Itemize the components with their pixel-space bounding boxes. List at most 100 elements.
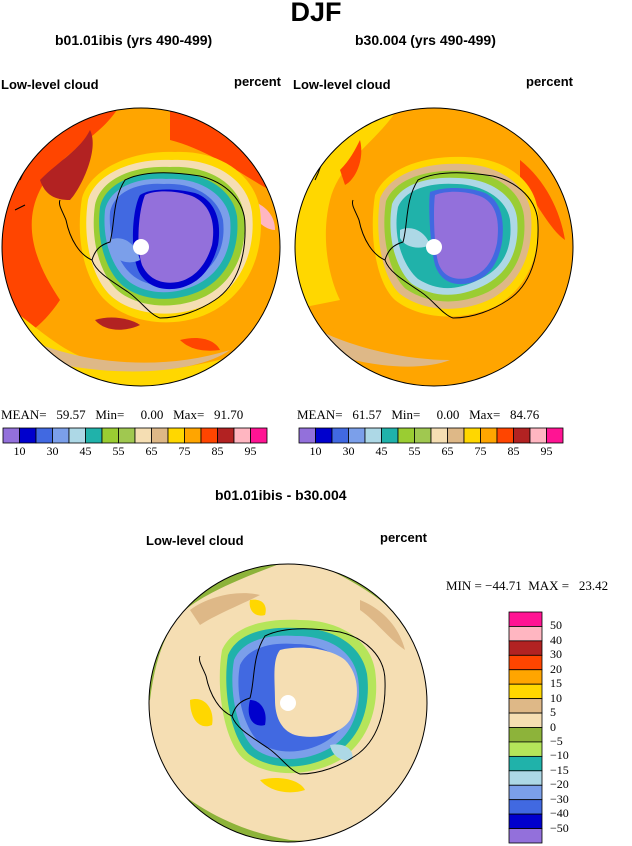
left-colorbar-tick-label: 75 [178,444,191,458]
right-colorbar-tick-label: 55 [408,444,421,458]
left-units-label: percent [234,74,281,89]
diff-colorbar-tick-label: 40 [550,632,562,647]
right-colorbar-swatch-10 [463,427,481,444]
left-colorbar-tick-label: 85 [211,444,224,458]
diff-colorbar-tick-label: 10 [550,690,562,705]
right-colorbar-swatch-8 [430,427,448,444]
right-polar-map [295,108,573,386]
diff-colorbar-swatch-3 [508,654,543,671]
diff-colorbar-tick-label: 15 [550,676,562,691]
left-pole-mask [133,239,149,255]
diff-panel-title: b01.01ibis - b30.004 [215,487,347,503]
right-colorbar-swatch-14 [529,427,547,444]
left-colorbar-tick-label: 95 [244,444,257,458]
right-stats: MEAN= 61.57 Min= 0.00 Max= 84.76 [297,407,540,422]
right-units-label: percent [526,74,573,89]
diff-colorbar-swatch-14 [508,813,543,829]
diff-colorbar-swatch-4 [508,669,543,685]
diff-colorbar-tick-label: −5 [550,733,563,748]
left-colorbar-swatch-5 [85,427,103,444]
diff-pole-mask [280,695,296,711]
left-colorbar-swatch-2 [35,427,53,444]
left-colorbar-tick-label: 10 [13,444,26,458]
right-colorbar [298,427,564,444]
left-colorbar-swatch-15 [250,427,268,444]
right-colorbar-tick-label: 30 [342,444,355,458]
diff-colorbar-swatch-12 [508,784,543,801]
left-map-border [1,107,281,387]
diff-colorbar-tick-label: −15 [550,762,569,777]
left-colorbar-swatch-4 [68,427,86,444]
right-colorbar-swatch-9 [447,427,465,444]
diff-colorbar-tick-label: 20 [550,661,562,676]
left-colorbar-tick-label: 30 [46,444,59,458]
diff-colorbar-swatch-13 [508,799,543,815]
diff-colorbar [508,611,543,844]
right-colorbar-tick-label: 85 [507,444,520,458]
left-colorbar-tick-label: 65 [145,444,158,458]
left-variable-label: Low-level cloud [1,77,99,92]
diff-variable-label: Low-level cloud [146,533,244,548]
right-colorbar-swatch-0 [298,427,316,444]
right-pole-mask [426,239,442,255]
left-panel-title: b01.01ibis (yrs 490-499) [55,32,213,48]
diff-colorbar-swatch-5 [508,683,543,700]
diff-colorbar-swatch-2 [508,640,543,656]
left-colorbar-swatch-6 [101,427,119,444]
right-panel-title: b30.004 (yrs 490-499) [355,32,496,48]
right-colorbar-swatch-12 [496,427,514,444]
right-colorbar-tick-label: 65 [441,444,454,458]
left-colorbar-swatch-7 [118,427,136,444]
left-colorbar-swatch-3 [52,427,70,444]
right-colorbar-tick-label: 75 [474,444,487,458]
left-colorbar-swatch-14 [233,427,251,444]
right-colorbar-tick-label: 10 [309,444,322,458]
left-colorbar-swatch-9 [151,427,169,444]
left-colorbar-swatch-10 [167,427,185,444]
diff-colorbar-tick-label: −20 [550,777,569,792]
diff-colorbar-swatch-7 [508,712,543,728]
diff-colorbar-tick-label: −50 [550,820,569,835]
right-colorbar-swatch-11 [480,427,498,444]
left-colorbar-swatch-8 [134,427,152,444]
left-colorbar-swatch-13 [217,427,235,444]
right-colorbar-swatch-15 [546,427,564,444]
diff-colorbar-swatch-15 [508,828,543,844]
diff-colorbar-tick-label: 50 [550,618,562,633]
diff-map-border [148,563,428,843]
diff-colorbar-swatch-1 [508,626,543,642]
diff-colorbar-swatch-0 [508,611,543,627]
left-colorbar-swatch-12 [200,427,218,444]
right-variable-label: Low-level cloud [293,77,391,92]
right-colorbar-swatch-13 [513,427,531,444]
right-colorbar-swatch-5 [381,427,399,444]
right-colorbar-tick-label: 45 [375,444,388,458]
right-colorbar-tick-label: 95 [540,444,553,458]
diff-colorbar-tick-label: 0 [550,719,556,734]
diff-colorbar-tick-label: −10 [550,748,569,763]
right-colorbar-swatch-1 [315,427,333,444]
diff-colorbar-tick-label: 30 [550,647,562,662]
left-colorbar [2,427,268,444]
diff-colorbar-swatch-11 [508,770,543,786]
figure-title: DJF [290,0,342,27]
diff-polar-map [149,564,427,842]
left-colorbar-tick-label: 45 [79,444,92,458]
diff-units-label: percent [380,530,427,545]
diff-colorbar-tick-label: 5 [550,705,556,720]
right-colorbar-swatch-4 [364,427,382,444]
diff-colorbar-swatch-8 [508,727,543,743]
right-map-border [294,107,574,387]
left-colorbar-swatch-1 [19,427,37,444]
diff-colorbar-tick-label: −40 [550,806,569,821]
right-colorbar-swatch-7 [414,427,432,444]
left-stats: MEAN= 59.57 Min= 0.00 Max= 91.70 [1,407,244,422]
diff-colorbar-swatch-10 [508,755,543,772]
right-colorbar-swatch-6 [397,427,415,444]
left-colorbar-swatch-11 [184,427,202,444]
diff-colorbar-swatch-9 [508,741,543,757]
diff-colorbar-tick-label: −30 [550,791,569,806]
right-colorbar-swatch-3 [348,427,366,444]
right-colorbar-swatch-2 [331,427,349,444]
